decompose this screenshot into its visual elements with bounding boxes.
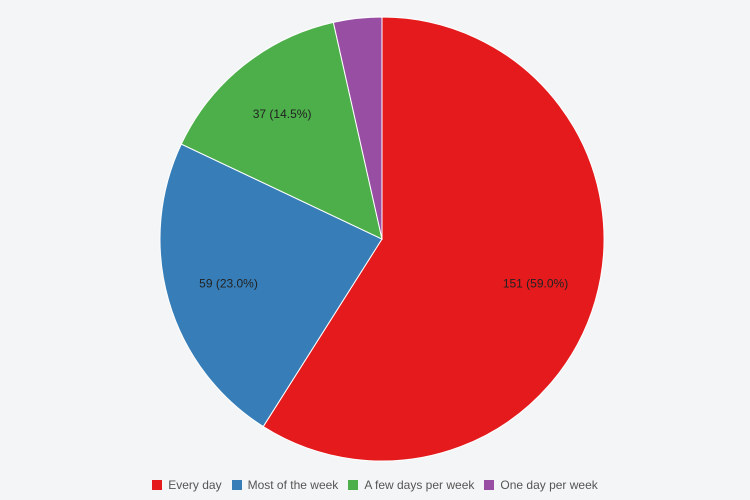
data-label-every-day: 151 (59.0%) <box>503 277 568 291</box>
legend-item-most-of-the-week[interactable]: Most of the week <box>231 478 339 492</box>
pie-slice-one-day-per-week[interactable] <box>332 16 383 240</box>
legend-label: Most of the week <box>247 478 339 492</box>
data-label-a-few-days-per-week: 37 (14.5%) <box>253 107 312 121</box>
pie-slices <box>159 16 605 462</box>
legend-swatch <box>348 480 359 490</box>
legend-item-one-day-per-week[interactable]: One day per week <box>484 478 598 492</box>
legend-label: Every day <box>168 478 222 492</box>
legend-label: One day per week <box>500 478 598 492</box>
pie-slice-most-of-the-week[interactable] <box>159 143 383 428</box>
data-label-most-of-the-week: 59 (23.0%) <box>199 277 258 291</box>
pie-slice-every-day[interactable] <box>262 16 605 462</box>
legend-swatch <box>484 480 495 490</box>
legend-item-every-day[interactable]: Every day <box>152 478 222 492</box>
legend-swatch <box>152 480 163 490</box>
legend-item-a-few-days-per-week[interactable]: A few days per week <box>348 478 474 492</box>
pie-slice-a-few-days-per-week[interactable] <box>180 21 383 240</box>
chart-legend: Every day Most of the week A few days pe… <box>0 478 750 492</box>
pie-chart-plot: 151 (59.0%) 59 (23.0%) 37 (14.5%) <box>159 16 605 462</box>
legend-swatch <box>231 480 242 490</box>
legend-label: A few days per week <box>364 478 475 492</box>
pie-data-labels: 151 (59.0%) 59 (23.0%) 37 (14.5%) <box>199 107 568 290</box>
